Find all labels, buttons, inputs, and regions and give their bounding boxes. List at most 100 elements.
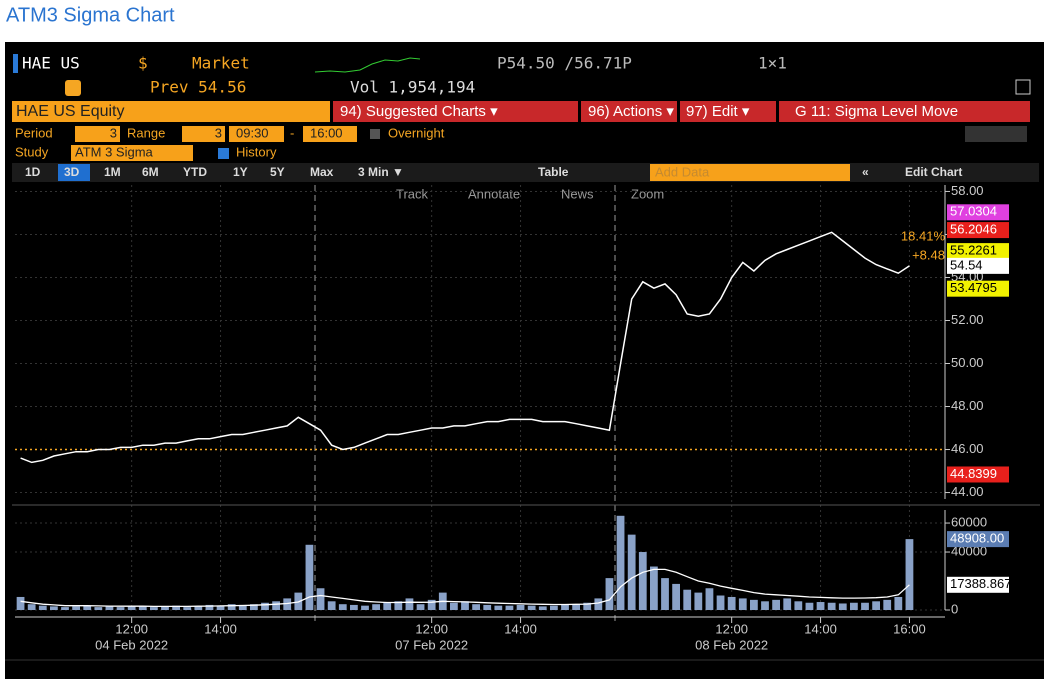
selected-range	[58, 164, 90, 181]
range-button[interactable]: 1Y	[233, 165, 248, 179]
level-tag	[947, 531, 1009, 548]
market: Market	[192, 54, 250, 73]
menu-button[interactable]	[779, 101, 1030, 122]
chart-tool[interactable]: News	[561, 186, 594, 201]
y-tick-label: 46.00	[951, 441, 984, 456]
level-tag-label: 48908.00	[950, 531, 1004, 546]
volume-bar	[305, 544, 314, 610]
volume-bar	[705, 588, 714, 610]
menu-button[interactable]	[581, 101, 677, 122]
level-tag	[947, 576, 1009, 593]
toolbar	[12, 163, 1039, 182]
menu-button[interactable]	[680, 101, 776, 122]
volume-bar	[561, 604, 569, 610]
range-button[interactable]: Max	[310, 165, 334, 179]
level-tag-label: 55.2261	[950, 243, 997, 258]
volume-bar	[194, 606, 203, 610]
volume-bar	[650, 566, 658, 610]
volume-bar	[394, 601, 403, 610]
checkbox[interactable]	[218, 148, 229, 159]
volume-bar	[327, 601, 336, 610]
chart-tool[interactable]: Track	[396, 186, 429, 201]
y-tick-label: 48.00	[951, 398, 984, 413]
marker	[13, 54, 18, 73]
range-button[interactable]: 6M	[142, 165, 159, 179]
volume-bar	[605, 578, 614, 610]
security-bar[interactable]	[12, 101, 330, 122]
menu-item[interactable]: 96) Actions ▾	[588, 103, 674, 120]
volume-bar	[83, 605, 92, 610]
volume-bar	[161, 606, 169, 610]
chart-tool[interactable]: Zoom	[631, 186, 664, 201]
toolbar-button[interactable]: 3 Min ▼	[358, 165, 404, 179]
menu-button[interactable]	[333, 101, 578, 122]
input[interactable]	[229, 126, 284, 142]
x-tick-label: 14:00	[504, 621, 537, 636]
volume-bar	[583, 602, 592, 610]
range-button[interactable]: YTD	[183, 165, 207, 179]
volume-bar	[850, 602, 858, 610]
layout: 1×1	[758, 54, 787, 73]
volume-bar	[361, 605, 369, 610]
volume-bar	[794, 601, 803, 610]
volume-bar	[138, 606, 147, 610]
volume-bar	[750, 599, 758, 610]
volume-bar	[805, 602, 814, 610]
range-button[interactable]: 1M	[104, 165, 121, 179]
volume-bar	[183, 607, 192, 610]
volume-bar	[472, 604, 480, 610]
volume-bar	[150, 607, 158, 610]
chart-tool[interactable]: Annotate	[468, 186, 520, 201]
x-tick-label: 14:00	[804, 621, 837, 636]
range-button[interactable]: 5Y	[270, 165, 285, 179]
input[interactable]	[303, 126, 357, 142]
menu-item[interactable]: 97) Edit ▾	[686, 103, 750, 120]
input-value: 16:00	[310, 125, 343, 140]
menu-item[interactable]: 94) Suggested Charts ▾	[340, 103, 498, 120]
volume-bar	[827, 602, 836, 610]
volume-bar	[550, 605, 558, 610]
select[interactable]	[71, 145, 193, 161]
level-tag	[947, 222, 1009, 239]
level-tag-label: 56.2046	[950, 222, 997, 237]
volume-bar	[72, 606, 80, 610]
change-label: 18.41%	[901, 228, 946, 243]
volume-bar	[250, 604, 258, 610]
volume-bar	[772, 599, 780, 610]
volume-bar	[405, 598, 414, 610]
volume-bar	[516, 604, 525, 610]
volume-bar	[538, 606, 547, 610]
y-tick-label: 52.00	[951, 312, 984, 327]
input[interactable]	[75, 126, 120, 142]
volume-bar	[272, 601, 280, 610]
volume-bar	[661, 578, 669, 610]
x-tick-label: 12:00	[715, 621, 748, 636]
collapse[interactable]: «	[862, 165, 869, 179]
volume-bar	[350, 604, 358, 610]
volume-bar	[883, 599, 892, 610]
range-button[interactable]: 3D	[64, 165, 80, 179]
icon[interactable]	[65, 80, 81, 96]
x-tick-label: 12:00	[415, 621, 448, 636]
nav-button[interactable]	[965, 126, 1027, 142]
volume-bar	[838, 603, 847, 610]
placeholder: Add Data	[655, 164, 710, 179]
volume-bar	[205, 604, 214, 610]
volume-bar	[227, 604, 236, 610]
ticker: HAE US	[22, 54, 80, 73]
sparkline	[314, 57, 421, 73]
add-data-box[interactable]	[650, 164, 850, 181]
volume: Vol 1,954,194	[350, 78, 475, 97]
toolbar-button[interactable]: Table	[538, 165, 569, 179]
checkbox[interactable]	[370, 129, 380, 139]
toolbar-button[interactable]: Edit Chart	[905, 165, 962, 179]
icon[interactable]	[1015, 79, 1031, 95]
range-button[interactable]: 1D	[25, 165, 41, 179]
volume-bar	[761, 601, 769, 610]
volume-bar	[383, 602, 392, 610]
input[interactable]	[182, 126, 225, 142]
y-tick-label: 60000	[951, 514, 987, 529]
y-tick-label: 0	[951, 601, 958, 616]
input-value: 3	[215, 125, 222, 140]
volume-bar	[461, 601, 469, 610]
